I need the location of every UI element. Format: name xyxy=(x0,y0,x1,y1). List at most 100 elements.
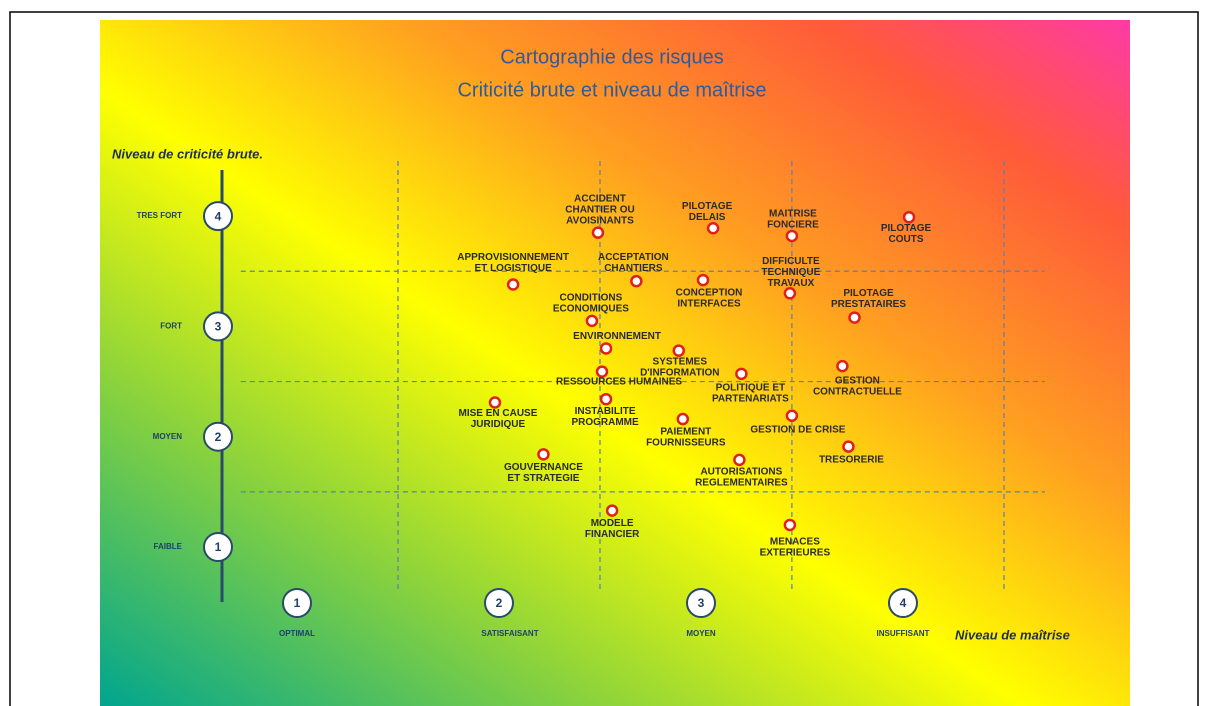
risk-point xyxy=(585,314,599,328)
risk-point xyxy=(785,409,799,422)
risk-point xyxy=(696,273,710,287)
y-tick-label: 2 xyxy=(215,430,222,444)
background xyxy=(100,20,1130,706)
risk-label: DELAIS xyxy=(689,212,726,223)
x-tick xyxy=(484,588,514,618)
risk-label: D'INFORMATION xyxy=(640,367,719,378)
risk-label: PRESTATAIRES xyxy=(831,299,906,310)
risk-point xyxy=(785,229,799,243)
y-level-label: FORT xyxy=(160,322,182,331)
y-level-label: FAIBLE xyxy=(154,542,183,551)
y-level-label: TRES FORT xyxy=(137,211,182,220)
risk-label: PAIEMENT xyxy=(660,427,711,438)
risk-point xyxy=(599,342,613,355)
risk-label: MODELE xyxy=(591,518,634,529)
risk-label: EXTERIEURES xyxy=(760,548,831,559)
risk-label: POLITIQUE ET xyxy=(716,382,785,393)
risk-label: COUTS xyxy=(889,234,924,245)
risk-label: REGLEMENTAIRES xyxy=(695,478,788,489)
x-level-label: MOYEN xyxy=(686,629,716,638)
x-tick xyxy=(282,588,312,618)
risk-label: CHANTIERS xyxy=(604,263,663,274)
x-tick xyxy=(888,588,918,618)
risk-point xyxy=(733,453,746,467)
risk-label: PILOTAGE xyxy=(843,288,894,299)
risk-label: CHANTIER OU xyxy=(565,204,634,215)
y-tick-label: 3 xyxy=(215,320,222,334)
risk-label: TRESORERIE xyxy=(819,454,884,465)
risk-label: ECONOMIQUES xyxy=(553,304,629,315)
risk-label: DIFFICULTE xyxy=(762,256,820,267)
y-axis-title: Niveau de criticité brute. xyxy=(112,146,263,161)
risk-point xyxy=(488,396,502,409)
risk-point xyxy=(506,278,520,291)
x-level-label: SATISFAISANT xyxy=(481,629,538,638)
x-axis-title: Niveau de maîtrise xyxy=(955,627,1070,642)
risk-label: RESSOURCES HUMAINES xyxy=(556,376,682,387)
y-tick xyxy=(203,201,233,232)
x-tick-label: 3 xyxy=(698,596,705,610)
risk-point xyxy=(902,210,916,224)
y-tick xyxy=(203,532,233,562)
risk-label: SYSTEMES xyxy=(653,356,708,367)
x-tick-label: 4 xyxy=(900,596,907,610)
risk-label: PROGRAMME xyxy=(571,417,639,428)
x-tick-label: 2 xyxy=(496,596,503,610)
risk-point xyxy=(783,518,797,532)
risk-label: AUTORISATIONS xyxy=(700,467,782,478)
x-level-label: INSUFFISANT xyxy=(877,629,930,638)
risk-point xyxy=(672,344,686,357)
risk-label: AVOISINANTS xyxy=(566,215,634,226)
risk-label: APPROVISIONNEMENT xyxy=(457,252,569,263)
risk-point xyxy=(836,359,849,373)
risk-point xyxy=(599,392,613,406)
chart-subtitle: Criticité brute et niveau de maîtrise xyxy=(457,79,766,101)
risk-label: GOUVERNANCE xyxy=(504,462,583,473)
risk-label: INTERFACES xyxy=(677,299,741,310)
risk-point xyxy=(848,311,861,324)
risk-label: TRAVAUX xyxy=(767,278,814,289)
risk-label: ET STRATEGIE xyxy=(507,473,579,484)
risk-label: MAITRISE xyxy=(769,209,817,220)
risk-point xyxy=(595,365,609,378)
risk-point xyxy=(537,448,550,461)
risk-label: ET LOGISTIQUE xyxy=(475,263,553,274)
y-tick xyxy=(203,421,233,452)
risk-label: FINANCIER xyxy=(585,529,640,540)
risk-label: CONTRACTUELLE xyxy=(813,387,902,398)
risk-point xyxy=(706,221,720,235)
x-tick-label: 1 xyxy=(294,596,301,610)
risk-label: ACCEPTATION xyxy=(598,252,669,263)
risk-point xyxy=(605,504,619,517)
x-level-label: OPTIMAL xyxy=(279,629,315,638)
risk-label: CONDITIONS xyxy=(560,293,623,304)
risk-label: JURIDIQUE xyxy=(471,419,526,430)
risk-label: FONCIERE xyxy=(767,220,819,231)
risk-label: GESTION xyxy=(835,376,880,387)
y-tick-label: 4 xyxy=(215,209,222,223)
risk-label: MENACES xyxy=(770,537,820,548)
risk-label: MISE EN CAUSE xyxy=(459,408,538,419)
risk-label: ENVIRONNEMENT xyxy=(573,331,661,342)
risk-label: TECHNIQUE xyxy=(761,267,820,278)
risk-point xyxy=(842,440,855,453)
risk-label: PILOTAGE xyxy=(682,201,733,212)
risk-point xyxy=(735,367,748,381)
risk-point xyxy=(783,287,797,300)
risk-label: FOURNISSEURS xyxy=(646,438,726,449)
risk-label: CONCEPTION xyxy=(676,288,743,299)
y-level-label: MOYEN xyxy=(153,432,183,441)
risk-label: ACCIDENT xyxy=(574,193,626,204)
x-tick xyxy=(686,588,716,618)
risk-label: GESTION DE CRISE xyxy=(750,424,845,435)
risk-point xyxy=(676,412,690,426)
y-tick xyxy=(203,311,233,342)
y-tick-label: 1 xyxy=(215,540,222,554)
risk-point xyxy=(630,274,643,288)
risk-label: PILOTAGE xyxy=(881,223,932,234)
risk-point xyxy=(591,226,605,239)
risk-label: PARTENARIATS xyxy=(712,393,789,404)
risk-label: INSTABILITE xyxy=(575,406,636,417)
chart-title: Cartographie des risques xyxy=(500,46,723,68)
